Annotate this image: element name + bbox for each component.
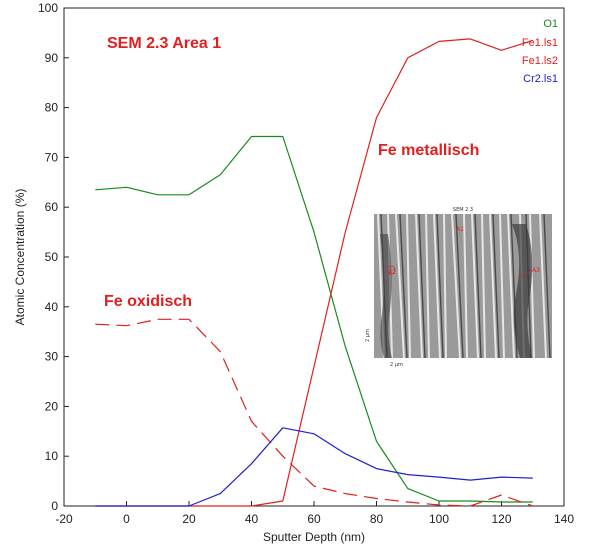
x-tick-label: 100 (429, 512, 449, 526)
sem-micrograph (374, 214, 552, 358)
sem-inset: SEM 2.3 2 µm 2 µm A1 A2 A3 (365, 205, 558, 369)
legend: O1 Fe1.ls1 Fe1.ls2 Cr2.ls1 (522, 18, 558, 85)
y-tick-label: 60 (45, 200, 59, 214)
sem-marker-a1: A1 (456, 226, 464, 233)
sem-scale-y: 2 µm (365, 329, 371, 342)
x-tick-label: 0 (123, 512, 130, 526)
x-tick-label: 120 (491, 512, 511, 526)
y-tick-label: 80 (45, 101, 59, 115)
y-tick-label: 0 (51, 499, 58, 513)
x-tick-label: 20 (182, 512, 196, 526)
sem-inset-title: SEM 2.3 (453, 207, 473, 213)
legend-entry-fe1-ls1: Fe1.ls1 (522, 37, 558, 49)
legend-entry-o1: O1 (543, 18, 558, 30)
y-tick-label: 70 (45, 150, 59, 164)
x-tick-label: 140 (554, 512, 574, 526)
sem-marker-a2: A2 (388, 269, 396, 276)
x-tick-label: 40 (245, 512, 259, 526)
series-line-cr2-ls1 (95, 427, 533, 507)
legend-entry-fe1-ls2: Fe1.ls2 (522, 55, 558, 67)
annotation-fe-metallisch: Fe metallisch (378, 142, 479, 159)
x-tick-label: 60 (307, 512, 321, 526)
x-tick-label: 80 (370, 512, 384, 526)
sem-marker-a3-line (519, 269, 533, 279)
y-tick-label: 90 (45, 51, 59, 65)
x-tick-label: -20 (55, 512, 73, 526)
series-group (95, 38, 533, 507)
legend-entry-cr2-ls1: Cr2.ls1 (523, 73, 558, 85)
series-line-o1 (95, 135, 533, 503)
sem-marker-a3: A3 (532, 267, 540, 274)
annotation-fe-oxidisch: Fe oxidisch (104, 293, 192, 310)
y-tick-label: 40 (45, 300, 59, 314)
x-axis-title: Sputter Depth (nm) (263, 530, 365, 544)
x-axis: -20 0 20 40 60 80 100 120 140 (55, 501, 574, 526)
y-tick-label: 30 (45, 350, 59, 364)
annotation-sem-area: SEM 2.3 Area 1 (107, 35, 221, 52)
y-tick-label: 50 (45, 250, 59, 264)
y-axis-title: Atomic Concentration (%) (13, 189, 27, 326)
y-tick-label: 100 (38, 1, 58, 15)
y-axis: 0 10 20 30 40 50 60 70 80 90 100 (38, 1, 69, 513)
sem-marker-a2-ring (386, 265, 396, 275)
y-tick-label: 20 (45, 399, 59, 413)
series-line-fe1-ls2 (95, 318, 533, 507)
sem-scale-x: 2 µm (390, 362, 403, 368)
y-tick-label: 10 (45, 449, 59, 463)
